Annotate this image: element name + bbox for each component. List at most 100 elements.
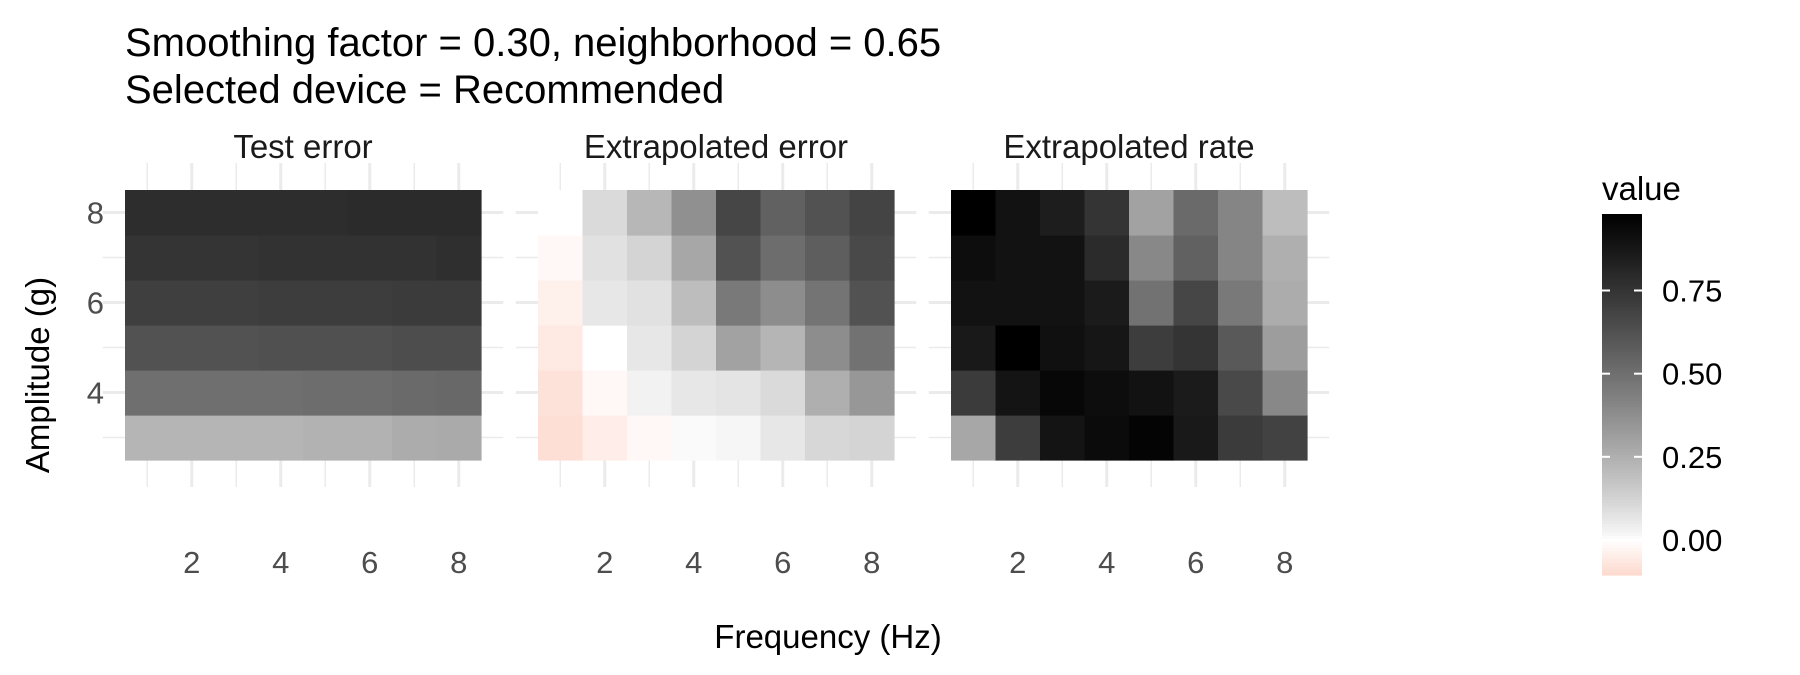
heatmap-cell bbox=[348, 370, 393, 416]
y-axis-title: Amplitude (g) bbox=[19, 277, 56, 473]
heatmap-cell bbox=[214, 370, 259, 416]
heatmap-cell bbox=[761, 370, 806, 416]
heatmap-cell bbox=[259, 190, 304, 236]
heatmap-cell bbox=[348, 325, 393, 371]
heatmap-cell bbox=[627, 235, 672, 281]
heatmap-cell bbox=[392, 280, 437, 326]
heatmap-cell bbox=[850, 235, 895, 281]
legend-label: 0.00 bbox=[1662, 523, 1722, 558]
heatmap-cell bbox=[1129, 370, 1174, 416]
heatmap-cell bbox=[951, 280, 996, 326]
heatmap-cell bbox=[627, 415, 672, 461]
heatmap-cell bbox=[1040, 190, 1085, 236]
heatmap-cell bbox=[170, 280, 215, 326]
heatmap-cell bbox=[1218, 370, 1263, 416]
heatmap-cell bbox=[716, 370, 761, 416]
heatmap-cell bbox=[996, 415, 1041, 461]
heatmap-cell bbox=[672, 190, 717, 236]
heatmap-cell bbox=[1218, 190, 1263, 236]
heatmap-cell bbox=[259, 415, 304, 461]
heatmap-cell bbox=[996, 280, 1041, 326]
heatmap-cell bbox=[1174, 370, 1219, 416]
x-tick-label: 8 bbox=[863, 545, 880, 580]
heatmap-cell bbox=[1040, 370, 1085, 416]
heatmap-cell bbox=[170, 235, 215, 281]
heatmap-cell bbox=[1263, 280, 1308, 326]
x-tick-label: 6 bbox=[1187, 545, 1204, 580]
facet-strip-label: Test error bbox=[233, 128, 372, 165]
heatmap-cell bbox=[214, 325, 259, 371]
heatmap-cell bbox=[1085, 325, 1130, 371]
heatmap-cell bbox=[437, 325, 482, 371]
heatmap-cell bbox=[437, 235, 482, 281]
heatmap-cell bbox=[583, 235, 628, 281]
heatmap-cell bbox=[1085, 280, 1130, 326]
x-tick-label: 2 bbox=[596, 545, 613, 580]
heatmap-cell bbox=[125, 280, 170, 326]
heatmap-cells bbox=[125, 190, 482, 461]
heatmap-cell bbox=[303, 190, 348, 236]
heatmap-cell bbox=[716, 235, 761, 281]
heatmap-cell bbox=[1040, 325, 1085, 371]
heatmap-cell bbox=[392, 370, 437, 416]
heatmap-cell bbox=[996, 325, 1041, 371]
x-tick-label: 4 bbox=[1098, 545, 1115, 580]
heatmap-cell bbox=[348, 280, 393, 326]
heatmap-cell bbox=[392, 235, 437, 281]
heatmap-cell bbox=[214, 235, 259, 281]
heatmap-cell bbox=[1174, 415, 1219, 461]
x-tick-label: 8 bbox=[1276, 545, 1293, 580]
heatmap-cell bbox=[1129, 280, 1174, 326]
heatmap-cell bbox=[1218, 235, 1263, 281]
x-tick-label: 4 bbox=[272, 545, 289, 580]
heatmap-cell bbox=[1174, 325, 1219, 371]
heatmap-cell bbox=[1218, 280, 1263, 326]
heatmap-cell bbox=[1129, 190, 1174, 236]
legend-title: value bbox=[1602, 170, 1681, 207]
heatmap-cell bbox=[1040, 280, 1085, 326]
heatmap-cell bbox=[716, 280, 761, 326]
heatmap-cell bbox=[259, 370, 304, 416]
heatmap-cell bbox=[1085, 190, 1130, 236]
heatmap-cell bbox=[437, 190, 482, 236]
heatmap-cell bbox=[1085, 370, 1130, 416]
heatmap-cell bbox=[716, 325, 761, 371]
heatmap-cell bbox=[805, 235, 850, 281]
heatmap-cell bbox=[303, 235, 348, 281]
heatmap-cells bbox=[951, 190, 1308, 461]
heatmap-cell bbox=[125, 235, 170, 281]
heatmap-cell bbox=[583, 280, 628, 326]
heatmap-cell bbox=[214, 280, 259, 326]
legend-label: 0.25 bbox=[1662, 440, 1722, 475]
heatmap-cell bbox=[1085, 415, 1130, 461]
heatmap-cell bbox=[125, 325, 170, 371]
heatmap-cell bbox=[303, 370, 348, 416]
heatmap-cell bbox=[1263, 415, 1308, 461]
heatmap-cell bbox=[761, 280, 806, 326]
heatmap-cell bbox=[951, 235, 996, 281]
heatmap-cell bbox=[850, 190, 895, 236]
heatmap-cell bbox=[259, 280, 304, 326]
heatmap-cell bbox=[761, 235, 806, 281]
heatmap-cell bbox=[716, 415, 761, 461]
facet-strip-label: Extrapolated error bbox=[584, 128, 848, 165]
heatmap-cell bbox=[1174, 190, 1219, 236]
heatmap-cell bbox=[672, 325, 717, 371]
heatmap-cell bbox=[1263, 325, 1308, 371]
heatmap-cells bbox=[538, 190, 895, 461]
heatmap-cell bbox=[850, 280, 895, 326]
heatmap-cell bbox=[1263, 190, 1308, 236]
heatmap-cell bbox=[583, 370, 628, 416]
legend-label: 0.75 bbox=[1662, 274, 1722, 309]
heatmap-cell bbox=[437, 415, 482, 461]
x-tick-label: 2 bbox=[1009, 545, 1026, 580]
heatmap-cell bbox=[348, 415, 393, 461]
heatmap-cell bbox=[538, 325, 583, 371]
y-tick-label: 4 bbox=[87, 376, 104, 411]
heatmap-cell bbox=[170, 325, 215, 371]
x-tick-label: 6 bbox=[774, 545, 791, 580]
heatmap-cell bbox=[627, 325, 672, 371]
heatmap-cell bbox=[1218, 325, 1263, 371]
facet-strip-label: Extrapolated rate bbox=[1003, 128, 1254, 165]
heatmap-cell bbox=[672, 370, 717, 416]
